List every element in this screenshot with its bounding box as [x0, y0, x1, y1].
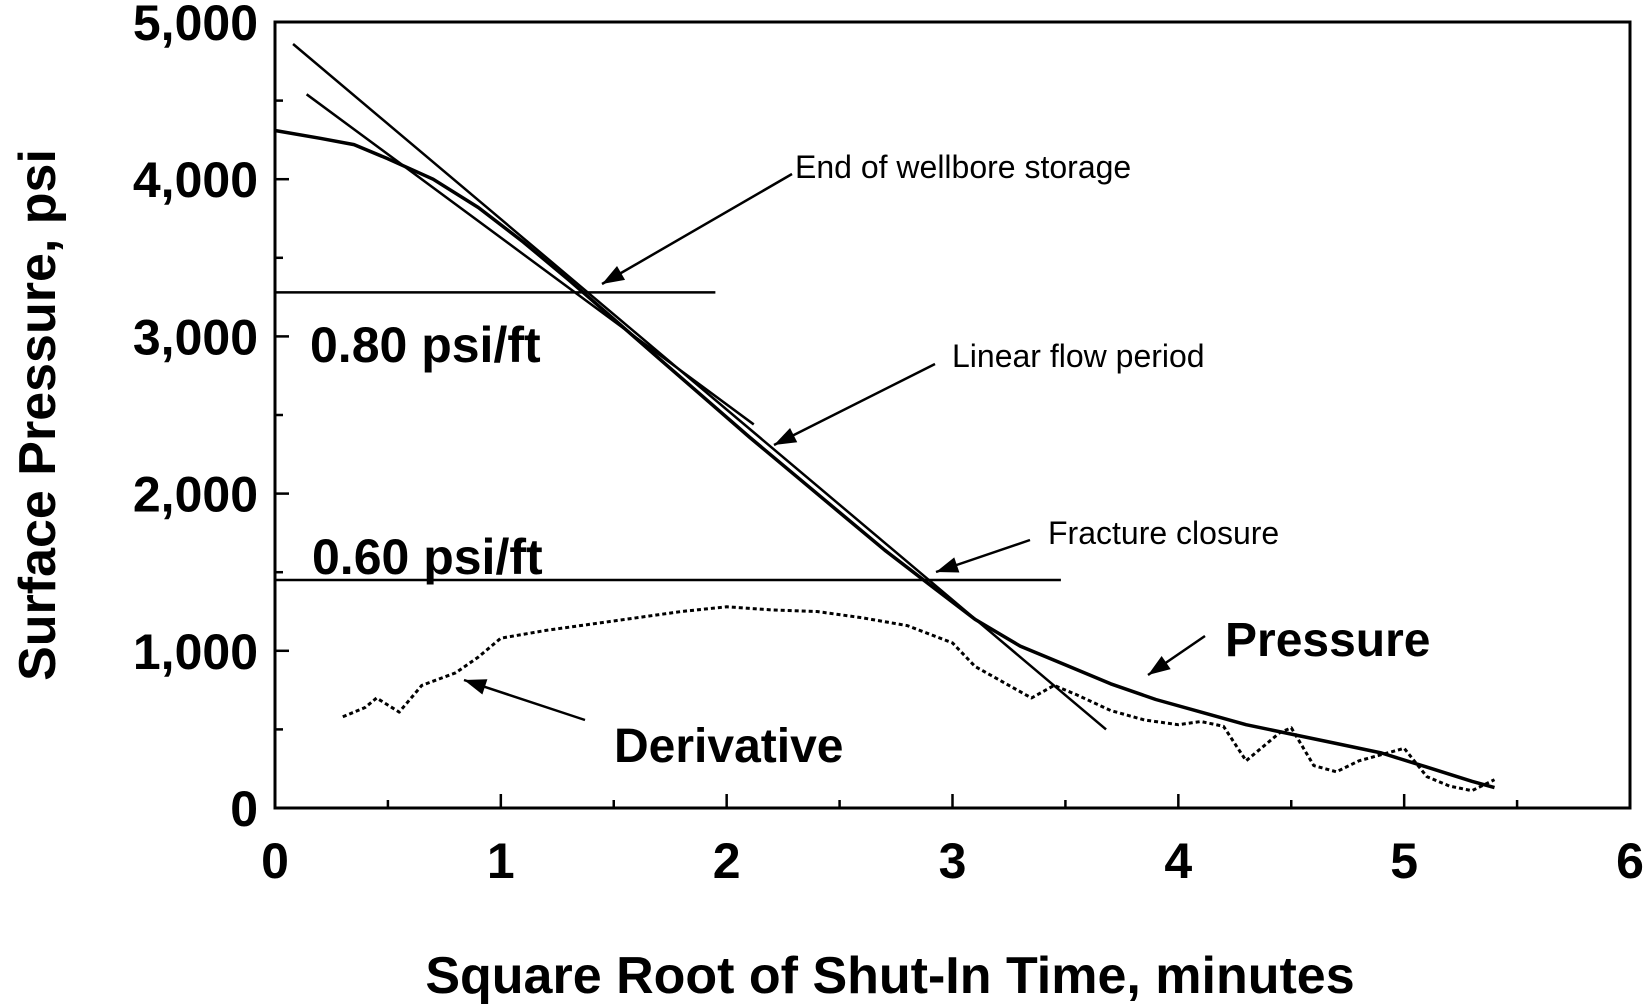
series-layer	[274, 128, 1496, 793]
x-tick-label: 4	[1164, 833, 1192, 889]
arrow-pressure	[1147, 634, 1206, 677]
annotation-derivative: Derivative	[614, 720, 843, 773]
y-tick-label: 4,000	[133, 152, 258, 208]
reference-line-3	[305, 93, 755, 426]
x-tick-label: 6	[1616, 833, 1644, 889]
y-tick-label: 5,000	[133, 0, 258, 51]
y-axis-title: Surface Pressure, psi	[9, 149, 67, 681]
x-tick-label: 2	[713, 833, 741, 889]
y-tick-label: 3,000	[133, 309, 258, 365]
x-tick-label: 3	[939, 833, 967, 889]
series-pressure-line	[274, 128, 1495, 790]
x-tick-label: 1	[487, 833, 515, 889]
arrow-head	[774, 427, 798, 445]
x-tick-label: 5	[1390, 833, 1418, 889]
annotation-080-psi-ft: 0.80 psi/ft	[310, 317, 541, 373]
arrow-end-of-wellbore-storage	[601, 172, 793, 286]
series-derivative-line	[342, 605, 1496, 793]
arrow-derivative	[463, 678, 586, 722]
arrow-fracture-closure	[935, 538, 1031, 574]
y-tick-label: 2,000	[133, 467, 258, 523]
annotation-linear-flow-period: Linear flow period	[952, 338, 1205, 374]
annotation-end-of-wellbore-storage: End of wellbore storage	[795, 149, 1131, 185]
annotation-fracture-closure: Fracture closure	[1048, 515, 1279, 551]
arrow-head	[936, 557, 960, 573]
x-tick-label: 0	[261, 833, 289, 889]
arrow-head	[1148, 655, 1171, 675]
annotation-pressure: Pressure	[1225, 614, 1430, 667]
y-tick-label: 1,000	[133, 624, 258, 680]
arrow-linear-flow-period	[773, 362, 936, 447]
arrow-head	[602, 266, 626, 284]
ticks-layer: 0 1 2 3 4 5 6 0 1,000 2,000 3,000 4,000 5,000	[133, 0, 1644, 889]
annotation-060-psi-ft: 0.60 psi/ft	[312, 529, 543, 585]
x-axis-title: Square Root of Shut-In Time, minutes	[425, 947, 1354, 1004]
arrow-head	[464, 679, 488, 695]
annotation-arrows	[463, 172, 1206, 722]
y-tick-label: 0	[230, 781, 258, 837]
